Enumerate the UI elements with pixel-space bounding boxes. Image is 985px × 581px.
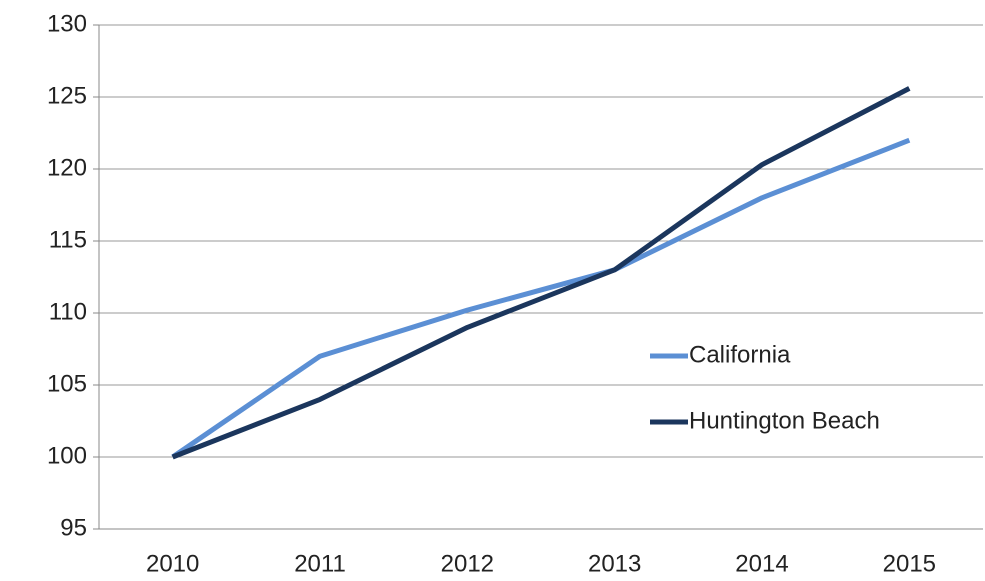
y-tick-label: 105	[47, 370, 87, 397]
series-line	[171, 137, 911, 460]
x-tick-label: 2010	[146, 550, 199, 577]
y-tick-label: 100	[47, 442, 87, 469]
legend-label: California	[689, 341, 791, 368]
y-tick-label: 125	[47, 82, 87, 109]
y-tick-label: 110	[49, 298, 87, 325]
series-line	[171, 86, 911, 460]
y-tick-label: 130	[47, 10, 87, 37]
y-tick-label: 120	[47, 154, 87, 181]
legend-label: Huntington Beach	[689, 407, 880, 434]
x-tick-label: 2014	[735, 550, 788, 577]
y-tick-label: 115	[49, 226, 87, 253]
x-tick-label: 2012	[441, 550, 494, 577]
x-tick-label: 2013	[588, 550, 641, 577]
y-tick-label: 95	[60, 514, 87, 541]
x-tick-label: 2011	[294, 550, 346, 577]
x-tick-label: 2015	[883, 550, 936, 577]
